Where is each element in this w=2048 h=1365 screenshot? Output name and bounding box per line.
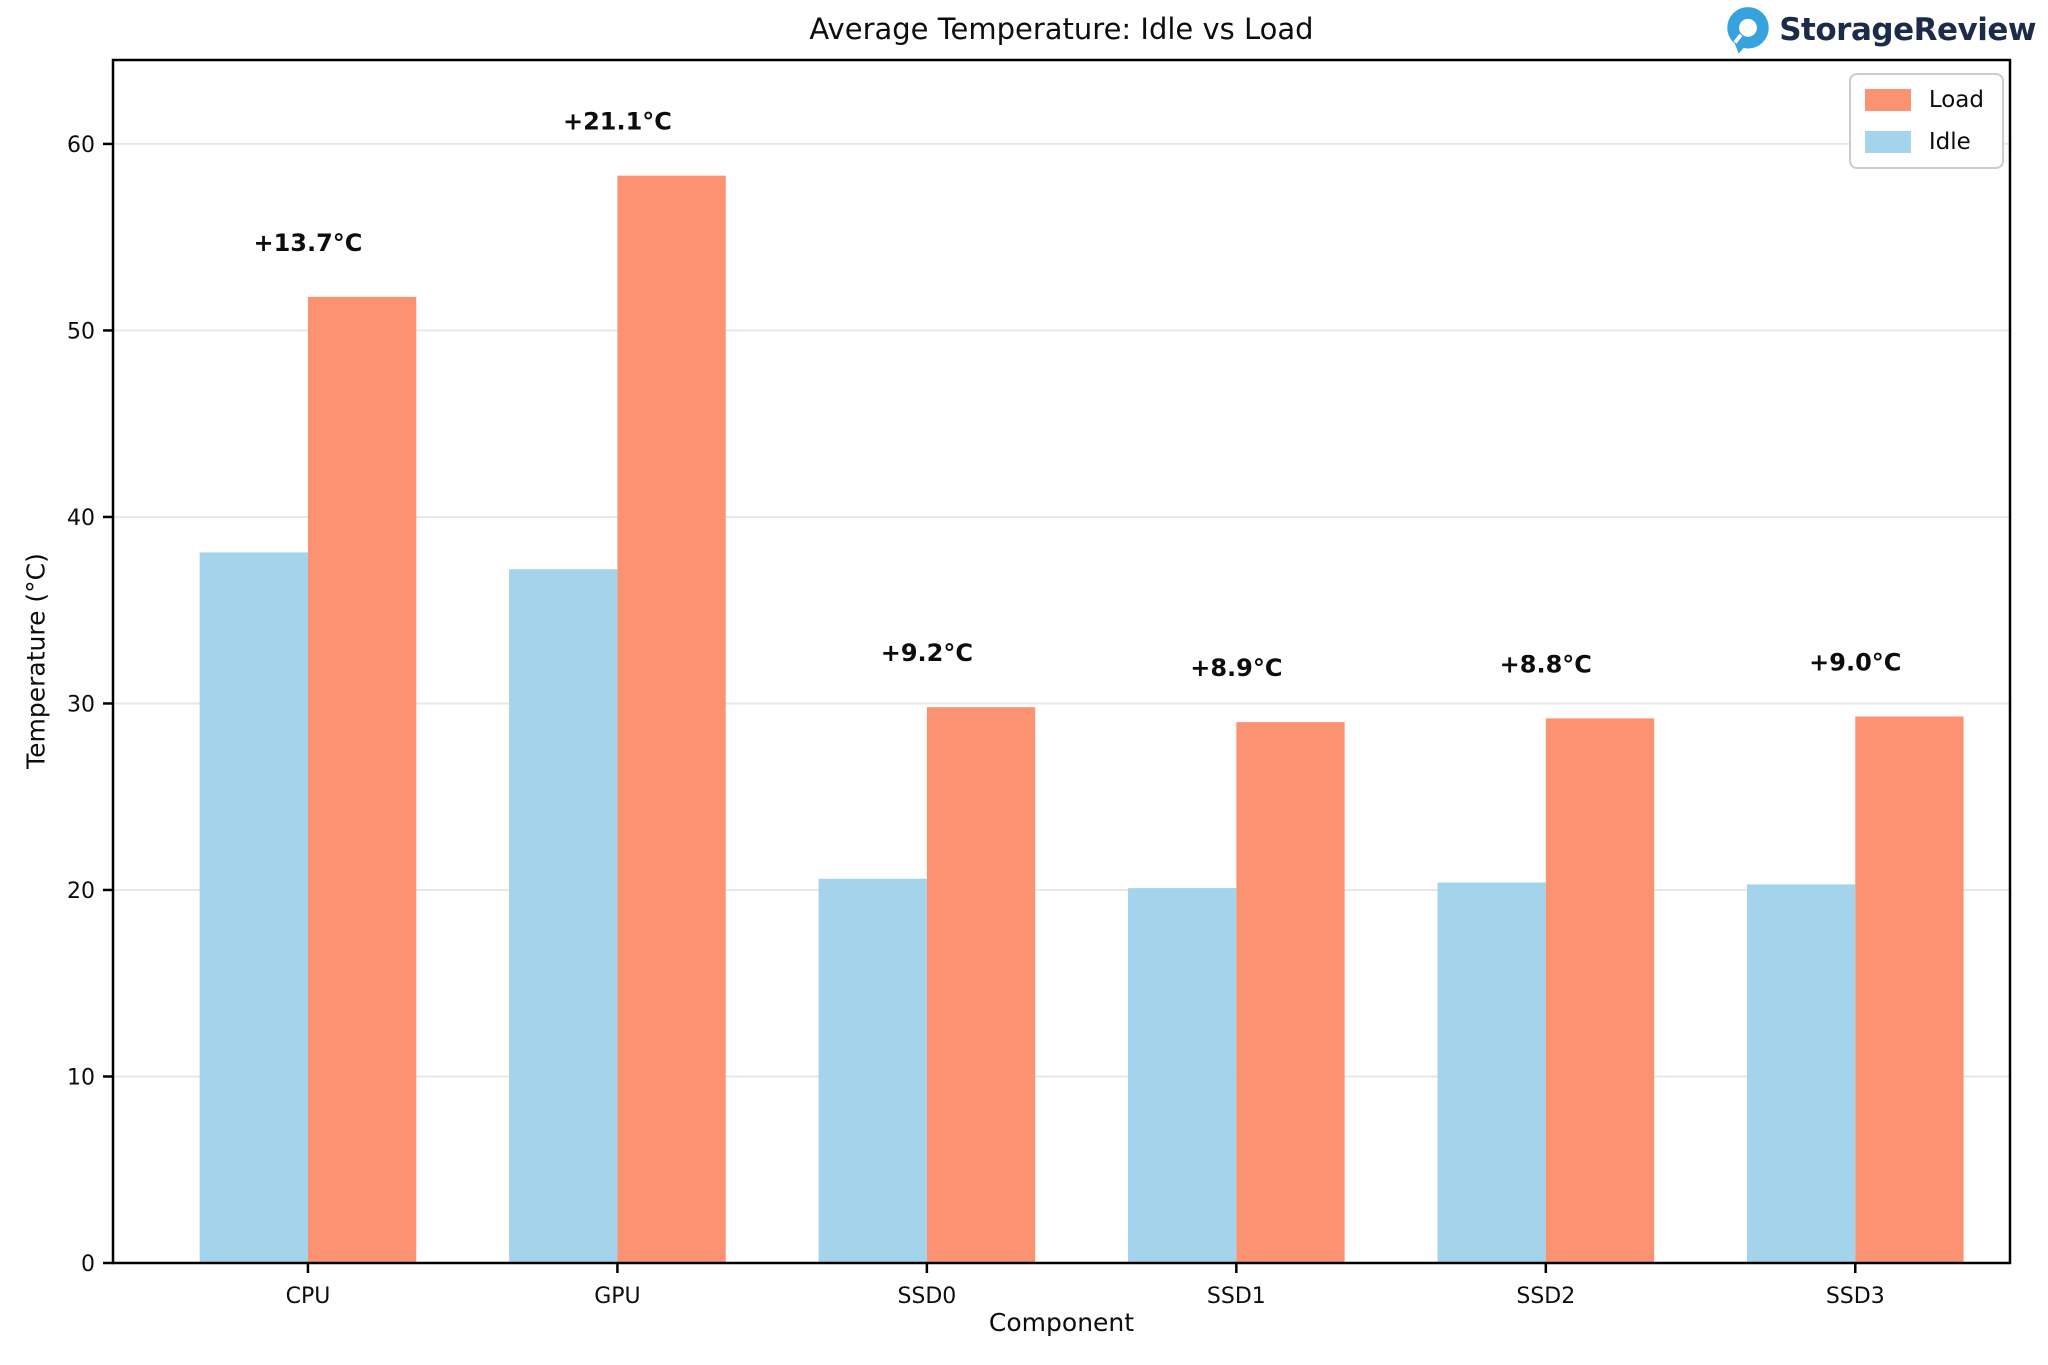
x-tick-label-ssd3: SSD3 [1826, 1284, 1885, 1309]
plot-frame [111, 58, 2012, 1265]
y-tick-label-20: 20 [67, 879, 95, 904]
y-tick-label-30: 30 [67, 692, 95, 717]
bar-idle-ssd1 [1128, 888, 1237, 1263]
legend-item-load: Load [1864, 87, 1984, 113]
chart-title: Average Temperature: Idle vs Load [809, 12, 1314, 46]
y-tick-label-50: 50 [67, 319, 95, 344]
y-axis-title: Temperature (°C) [21, 553, 51, 769]
bar-idle-ssd0 [818, 878, 927, 1263]
x-tick-label-ssd0: SSD0 [897, 1284, 956, 1309]
bar-idle-ssd2 [1437, 882, 1546, 1263]
bar-load-ssd1 [1236, 722, 1345, 1263]
legend-item-idle: Idle [1864, 129, 1984, 155]
bar-load-ssd0 [926, 707, 1036, 1263]
legend-swatch-load [1864, 89, 1911, 111]
y-tick-label-40: 40 [67, 506, 95, 531]
bar-load-ssd3 [1855, 716, 1964, 1263]
delta-annotation-ssd0: +9.2°C [881, 639, 973, 667]
x-tick-label-ssd2: SSD2 [1516, 1284, 1575, 1309]
delta-annotation-ssd1: +8.9°C [1190, 654, 1282, 682]
bar-load-ssd2 [1545, 718, 1655, 1263]
storagereview-logo: StorageReview [1726, 6, 2036, 54]
bar-load-gpu [617, 175, 726, 1263]
legend-label-idle: Idle [1928, 129, 1971, 155]
legend-label-load: Load [1928, 87, 1984, 113]
delta-annotation-ssd2: +8.8°C [1500, 650, 1592, 678]
bar-load-cpu [307, 296, 417, 1264]
bar-idle-cpu [199, 552, 308, 1263]
x-tick-label-ssd1: SSD1 [1207, 1284, 1266, 1309]
y-tick-label-0: 0 [81, 1252, 95, 1277]
delta-annotation-ssd3: +9.0°C [1809, 649, 1901, 677]
delta-annotation-gpu: +21.1°C [563, 108, 672, 136]
storagereview-pin-icon [1727, 7, 1769, 54]
chart-legend: Load Idle [1848, 73, 2004, 169]
bar-idle-gpu [509, 569, 618, 1263]
x-axis-title: Component [988, 1308, 1135, 1337]
y-tick-label-10: 10 [67, 1065, 95, 1090]
delta-annotation-cpu: +13.7°C [253, 229, 362, 257]
x-tick-label-cpu: CPU [286, 1284, 331, 1309]
storagereview-logo-text: StorageReview [1779, 12, 2036, 48]
bar-idle-ssd3 [1746, 884, 1856, 1263]
x-tick-label-gpu: GPU [594, 1284, 640, 1309]
legend-swatch-idle [1864, 131, 1911, 153]
y-tick-label-60: 60 [67, 133, 95, 158]
